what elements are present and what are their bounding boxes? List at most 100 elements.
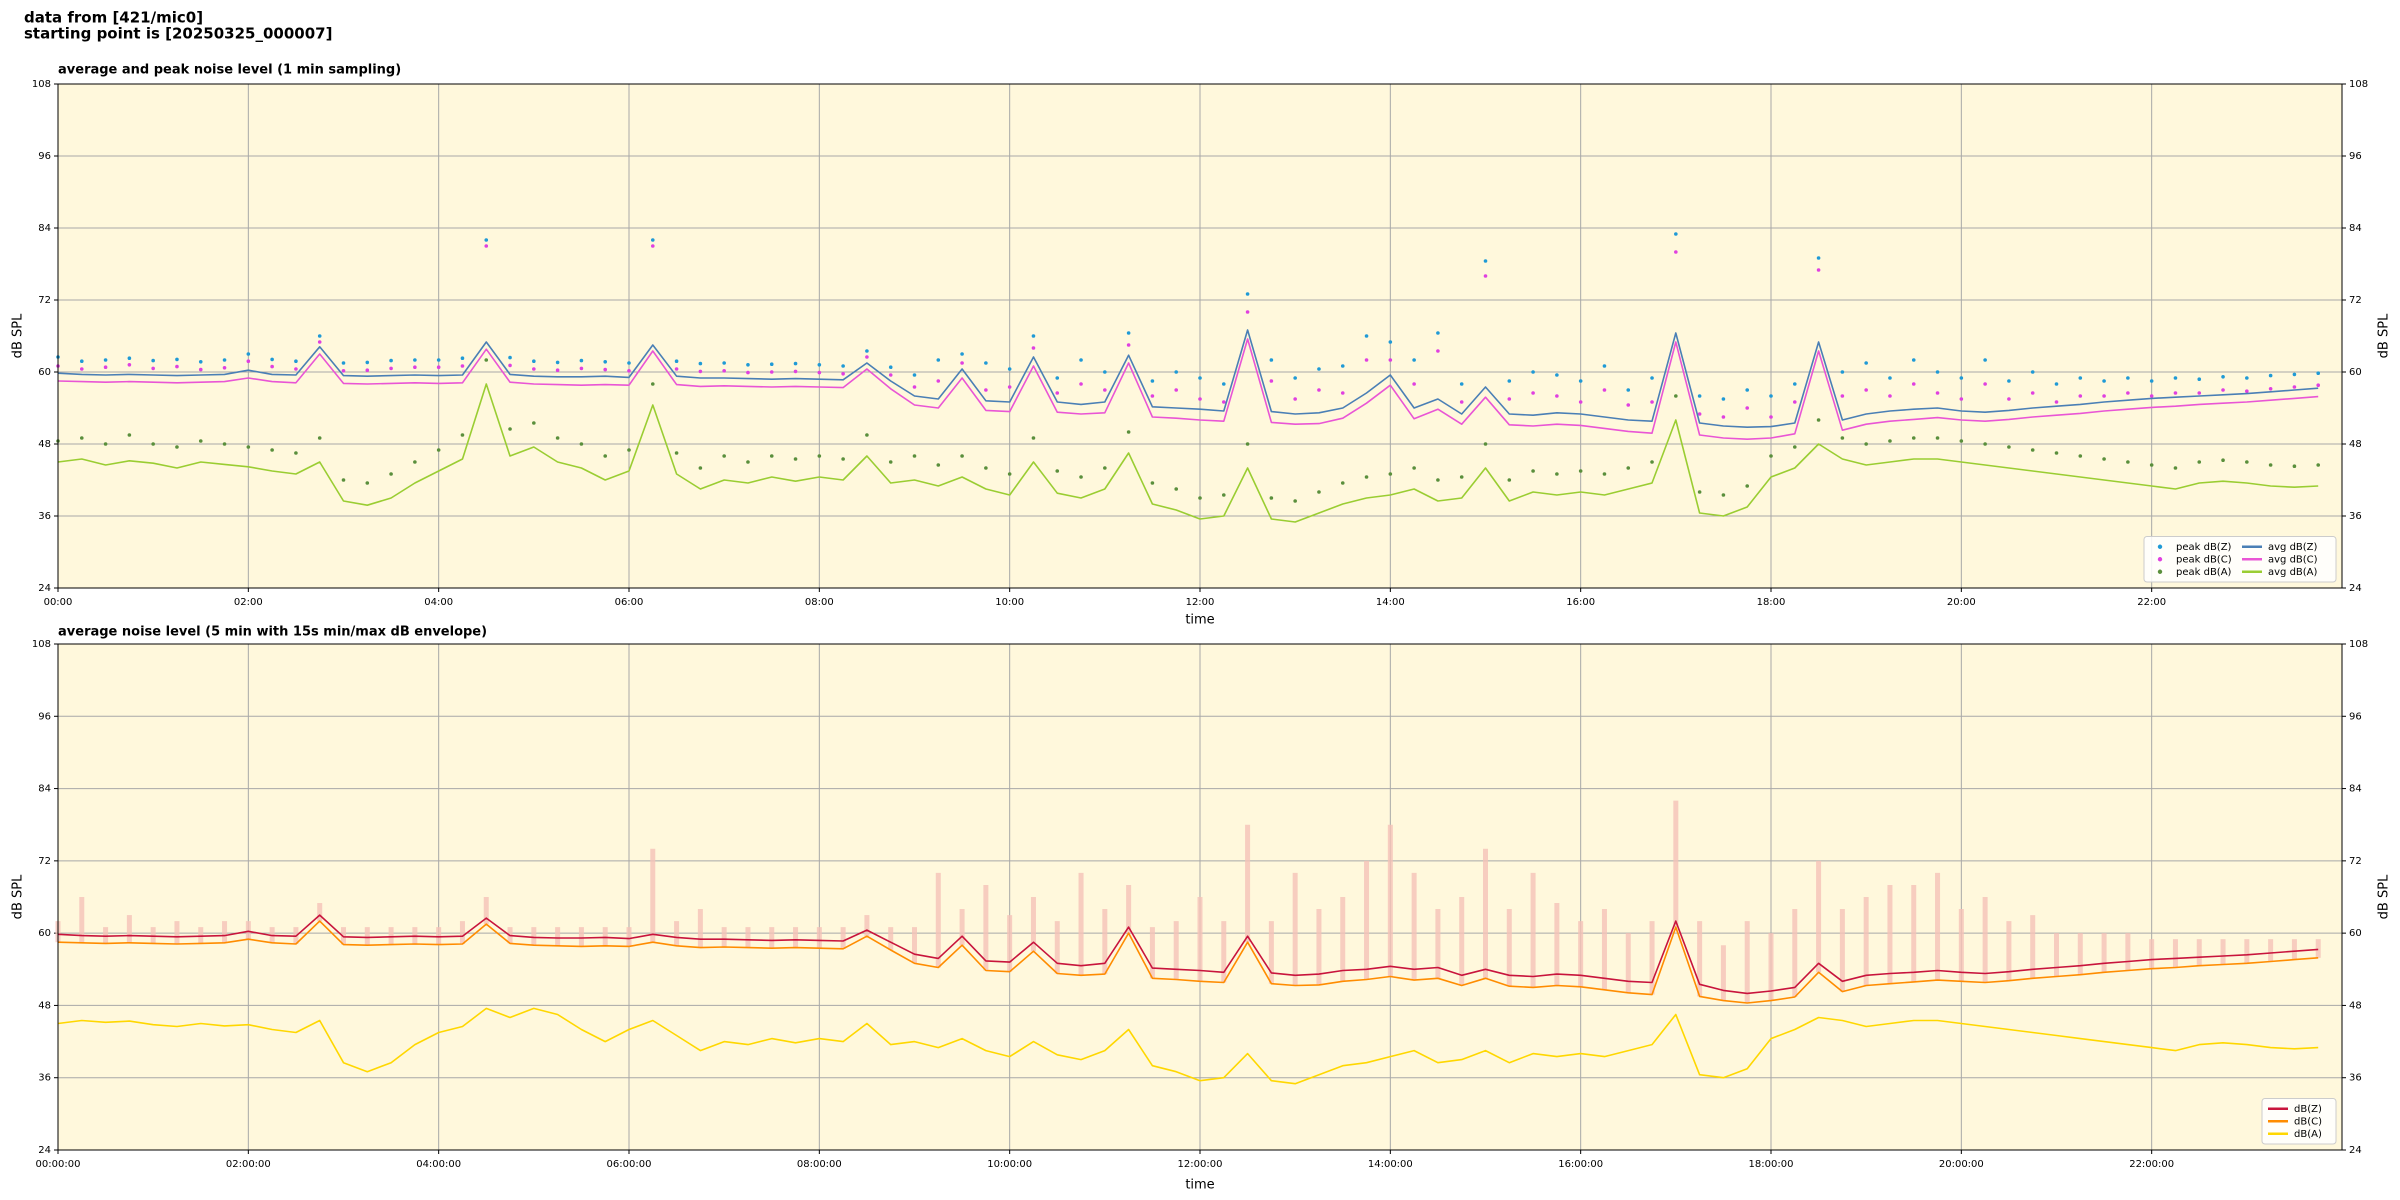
y2-tick-label: 60 xyxy=(2349,928,2362,939)
peak-point xyxy=(1697,412,1702,416)
peak-point xyxy=(365,481,370,485)
peak-point xyxy=(508,355,512,360)
peak-point xyxy=(2054,400,2059,404)
header-line: data from [421/mic0] xyxy=(24,9,203,27)
x-tick-label: 08:00:00 xyxy=(797,1159,842,1170)
peak-point xyxy=(627,448,631,452)
x-tick-label: 14:00:00 xyxy=(1368,1159,1413,1170)
peak-point xyxy=(1674,250,1678,254)
legend-marker xyxy=(2157,544,2163,549)
peak-point xyxy=(1745,406,1750,410)
peak-point xyxy=(1031,436,1036,440)
peak-point xyxy=(2268,373,2273,378)
peak-point xyxy=(317,436,322,440)
peak-point xyxy=(1364,358,1369,362)
peak-point xyxy=(508,363,512,368)
peak-point xyxy=(198,439,203,443)
peak-point xyxy=(1959,439,1964,443)
y-axis-label: dB SPL xyxy=(11,313,26,358)
peak-point xyxy=(151,358,155,363)
peak-point xyxy=(1650,460,1654,464)
peak-point xyxy=(2245,376,2249,380)
peak-point xyxy=(1792,445,1797,449)
peak-point xyxy=(1150,394,1155,398)
peak-point xyxy=(2268,387,2273,391)
peak-point xyxy=(579,366,584,371)
peak-point xyxy=(103,365,108,370)
peak-point xyxy=(793,457,798,461)
peak-point xyxy=(1935,436,1940,440)
peak-point xyxy=(1674,232,1678,236)
peak-point xyxy=(1816,268,1821,272)
peak-point xyxy=(1007,385,1012,389)
peak-point xyxy=(1650,400,1654,404)
peak-point xyxy=(1388,472,1393,476)
y2-tick-label: 60 xyxy=(2349,367,2362,378)
peak-point xyxy=(1293,376,1297,380)
peak-point xyxy=(769,362,774,367)
peak-point xyxy=(603,454,608,458)
x-tick-label: 04:00:00 xyxy=(416,1159,461,1170)
subplot-title: average noise level (5 min with 15s min/… xyxy=(58,625,487,640)
peak-point xyxy=(294,359,298,364)
x-tick-label: 16:00 xyxy=(1566,597,1595,608)
y2-tick-label: 96 xyxy=(2349,151,2362,162)
peak-point xyxy=(627,369,631,373)
y-tick-label: 108 xyxy=(32,639,51,650)
peak-point xyxy=(865,355,869,359)
peak-point xyxy=(1507,478,1512,482)
legend-marker xyxy=(2157,569,2163,574)
peak-point xyxy=(674,359,679,364)
peak-point xyxy=(1340,391,1345,395)
legend-label: dB(A) xyxy=(2294,1129,2322,1140)
peak-point xyxy=(1531,469,1535,473)
y-tick-label: 96 xyxy=(38,711,51,722)
peak-point xyxy=(1840,370,1845,374)
y-tick-label: 60 xyxy=(38,367,51,378)
y-tick-label: 72 xyxy=(38,856,51,867)
peak-point xyxy=(1198,376,1202,380)
peak-point xyxy=(1364,475,1369,479)
x-tick-label: 08:00 xyxy=(805,597,834,608)
legend-label: peak dB(C) xyxy=(2176,554,2232,565)
peak-point xyxy=(722,369,726,373)
legend-marker xyxy=(2157,557,2163,562)
peak-point xyxy=(2292,372,2297,377)
peak-point xyxy=(1317,367,1321,371)
peak-point xyxy=(769,454,774,458)
peak-point xyxy=(1792,400,1797,404)
peak-point xyxy=(865,433,869,437)
x-tick-label: 12:00 xyxy=(1186,597,1215,608)
peak-point xyxy=(1055,469,1060,473)
peak-point xyxy=(865,349,869,353)
peak-point xyxy=(960,352,964,356)
x-tick-label: 18:00:00 xyxy=(1749,1159,1794,1170)
peak-point xyxy=(2316,463,2321,467)
x-tick-label: 10:00:00 xyxy=(987,1159,1032,1170)
x-tick-label: 04:00 xyxy=(424,597,453,608)
subplot-title: average and peak noise level (1 min samp… xyxy=(58,63,401,78)
peak-point xyxy=(1697,490,1702,494)
peak-point xyxy=(1388,340,1393,344)
peak-point xyxy=(1578,469,1583,473)
peak-point xyxy=(1055,376,1060,380)
peak-point xyxy=(1721,493,1726,497)
peak-point xyxy=(1221,493,1226,497)
peak-point xyxy=(2292,385,2297,389)
header-line: starting point is [20250325_000007] xyxy=(24,25,332,43)
peak-point xyxy=(2292,464,2297,469)
y2-tick-label: 108 xyxy=(2349,639,2368,650)
legend-label: avg dB(A) xyxy=(2268,567,2318,578)
peak-point xyxy=(413,460,417,464)
peak-point xyxy=(746,460,750,464)
peak-point xyxy=(365,368,370,373)
peak-point xyxy=(888,365,893,370)
peak-point xyxy=(1745,388,1750,392)
peak-point xyxy=(1650,376,1654,380)
peak-point xyxy=(722,454,726,458)
peak-point xyxy=(2102,394,2106,398)
point-series xyxy=(56,358,2321,503)
y2-tick-label: 48 xyxy=(2349,1000,2362,1011)
peak-point xyxy=(936,379,941,383)
peak-point xyxy=(2221,458,2225,463)
